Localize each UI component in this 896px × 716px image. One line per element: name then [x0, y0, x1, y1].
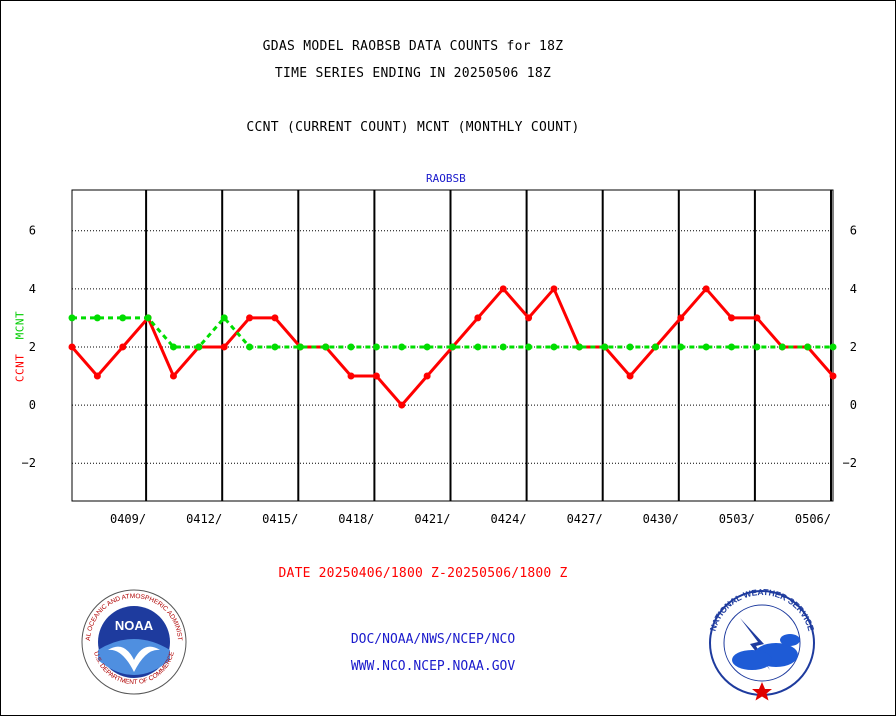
- data-point-mcnt: [626, 343, 634, 351]
- data-point-mcnt: [677, 343, 685, 351]
- svg-text:NATIONAL OCEANIC AND ATMOSPHER: NATIONAL OCEANIC AND ATMOSPHERIC ADMINIS…: [0, 0, 183, 641]
- data-point-ccnt: [499, 285, 507, 293]
- data-point-mcnt: [829, 343, 837, 351]
- data-point-ccnt: [677, 314, 685, 322]
- data-point-mcnt: [575, 343, 583, 351]
- y-tick-label-right: 0: [850, 398, 857, 412]
- x-tick-label: 0418/: [338, 512, 374, 526]
- x-tick-label: 0503/: [719, 512, 755, 526]
- y-tick-label: 0: [29, 398, 36, 412]
- data-point-ccnt: [93, 372, 101, 380]
- y-tick-label-right: 6: [850, 224, 857, 238]
- data-point-mcnt: [144, 314, 152, 322]
- data-point-mcnt: [398, 343, 406, 351]
- data-point-mcnt: [372, 343, 380, 351]
- data-point-mcnt: [169, 343, 177, 351]
- chart-subtitle: TIME SERIES ENDING IN 20250506 18Z: [274, 66, 552, 81]
- data-point-ccnt: [753, 314, 761, 322]
- x-tick-label: 0421/: [414, 512, 450, 526]
- data-point-ccnt: [220, 343, 228, 351]
- data-point-mcnt: [347, 343, 355, 351]
- data-point-ccnt: [829, 372, 837, 380]
- y-tick-label: 2: [29, 340, 36, 354]
- data-point-ccnt: [626, 372, 634, 380]
- data-point-mcnt: [93, 314, 101, 322]
- data-point-ccnt: [550, 285, 558, 293]
- data-point-mcnt: [271, 343, 279, 351]
- data-point-ccnt: [169, 372, 177, 380]
- data-point-ccnt: [525, 314, 533, 322]
- data-point-ccnt: [728, 314, 736, 322]
- series-description: CCNT (CURRENT COUNT) MCNT (MONTHLY COUNT…: [246, 120, 580, 135]
- data-point-mcnt: [651, 343, 659, 351]
- data-point-mcnt: [296, 343, 304, 351]
- data-point-ccnt: [474, 314, 482, 322]
- data-point-mcnt: [449, 343, 456, 351]
- date-range: DATE 20250406/1800 Z-20250506/1800 Z: [278, 566, 568, 581]
- data-point-mcnt: [601, 343, 609, 351]
- data-point-ccnt: [702, 285, 710, 293]
- data-point-mcnt: [423, 343, 431, 351]
- x-tick-label: 0424/: [490, 512, 526, 526]
- data-point-ccnt: [372, 372, 380, 380]
- data-point-ccnt: [68, 343, 76, 351]
- x-tick-label: 0430/: [643, 512, 679, 526]
- data-point-mcnt: [728, 343, 736, 351]
- x-tick-label: 0415/: [262, 512, 298, 526]
- y-tick-label-right: 2: [850, 340, 857, 354]
- data-point-ccnt: [347, 372, 355, 380]
- data-point-mcnt: [246, 343, 254, 351]
- data-point-mcnt: [702, 343, 710, 351]
- y-tick-label: 6: [29, 224, 36, 238]
- data-point-mcnt: [499, 343, 507, 351]
- data-point-mcnt: [119, 314, 127, 322]
- data-point-mcnt: [525, 343, 533, 351]
- x-tick-label: 0427/: [567, 512, 603, 526]
- series-line-mcnt: [72, 316, 833, 349]
- data-point-mcnt: [804, 343, 812, 351]
- x-tick-label: 0412/: [186, 512, 222, 526]
- data-point-ccnt: [246, 314, 254, 322]
- y-tick-label-right: 4: [850, 282, 857, 296]
- y-tick-label: 4: [29, 282, 36, 296]
- y-tick-label-right: −2: [843, 456, 857, 470]
- data-point-ccnt: [271, 314, 279, 322]
- data-point-mcnt: [550, 343, 558, 351]
- footer-url: WWW.NCO.NCEP.NOAA.GOV: [350, 659, 516, 674]
- noaa-logo-text: NOAA: [115, 618, 154, 633]
- x-tick-label: 0506/: [795, 512, 831, 526]
- data-point-mcnt: [322, 343, 330, 351]
- data-point-ccnt: [423, 372, 431, 380]
- data-point-mcnt: [753, 343, 761, 351]
- data-point-mcnt: [474, 343, 482, 351]
- data-point-mcnt: [220, 314, 228, 322]
- noaa-logo-ring-text: NATIONAL OCEANIC AND ATMOSPHERIC ADMINIS…: [0, 0, 183, 641]
- data-point-ccnt: [119, 343, 127, 351]
- x-tick-label: 0409/: [110, 512, 146, 526]
- y-tick-label: −2: [22, 456, 36, 470]
- data-point-ccnt: [398, 401, 406, 409]
- nws-logo: NATIONAL WEATHER SERVICE: [708, 587, 816, 701]
- panel-label: RAOBSB: [426, 172, 466, 185]
- footer-org: DOC/NOAA/NWS/NCEP/NCO: [350, 632, 516, 647]
- data-point-mcnt: [778, 343, 786, 351]
- chart-title: GDAS MODEL RAOBSB DATA COUNTS for 18Z: [262, 39, 564, 54]
- data-point-mcnt: [68, 314, 76, 322]
- data-point-mcnt: [195, 343, 203, 351]
